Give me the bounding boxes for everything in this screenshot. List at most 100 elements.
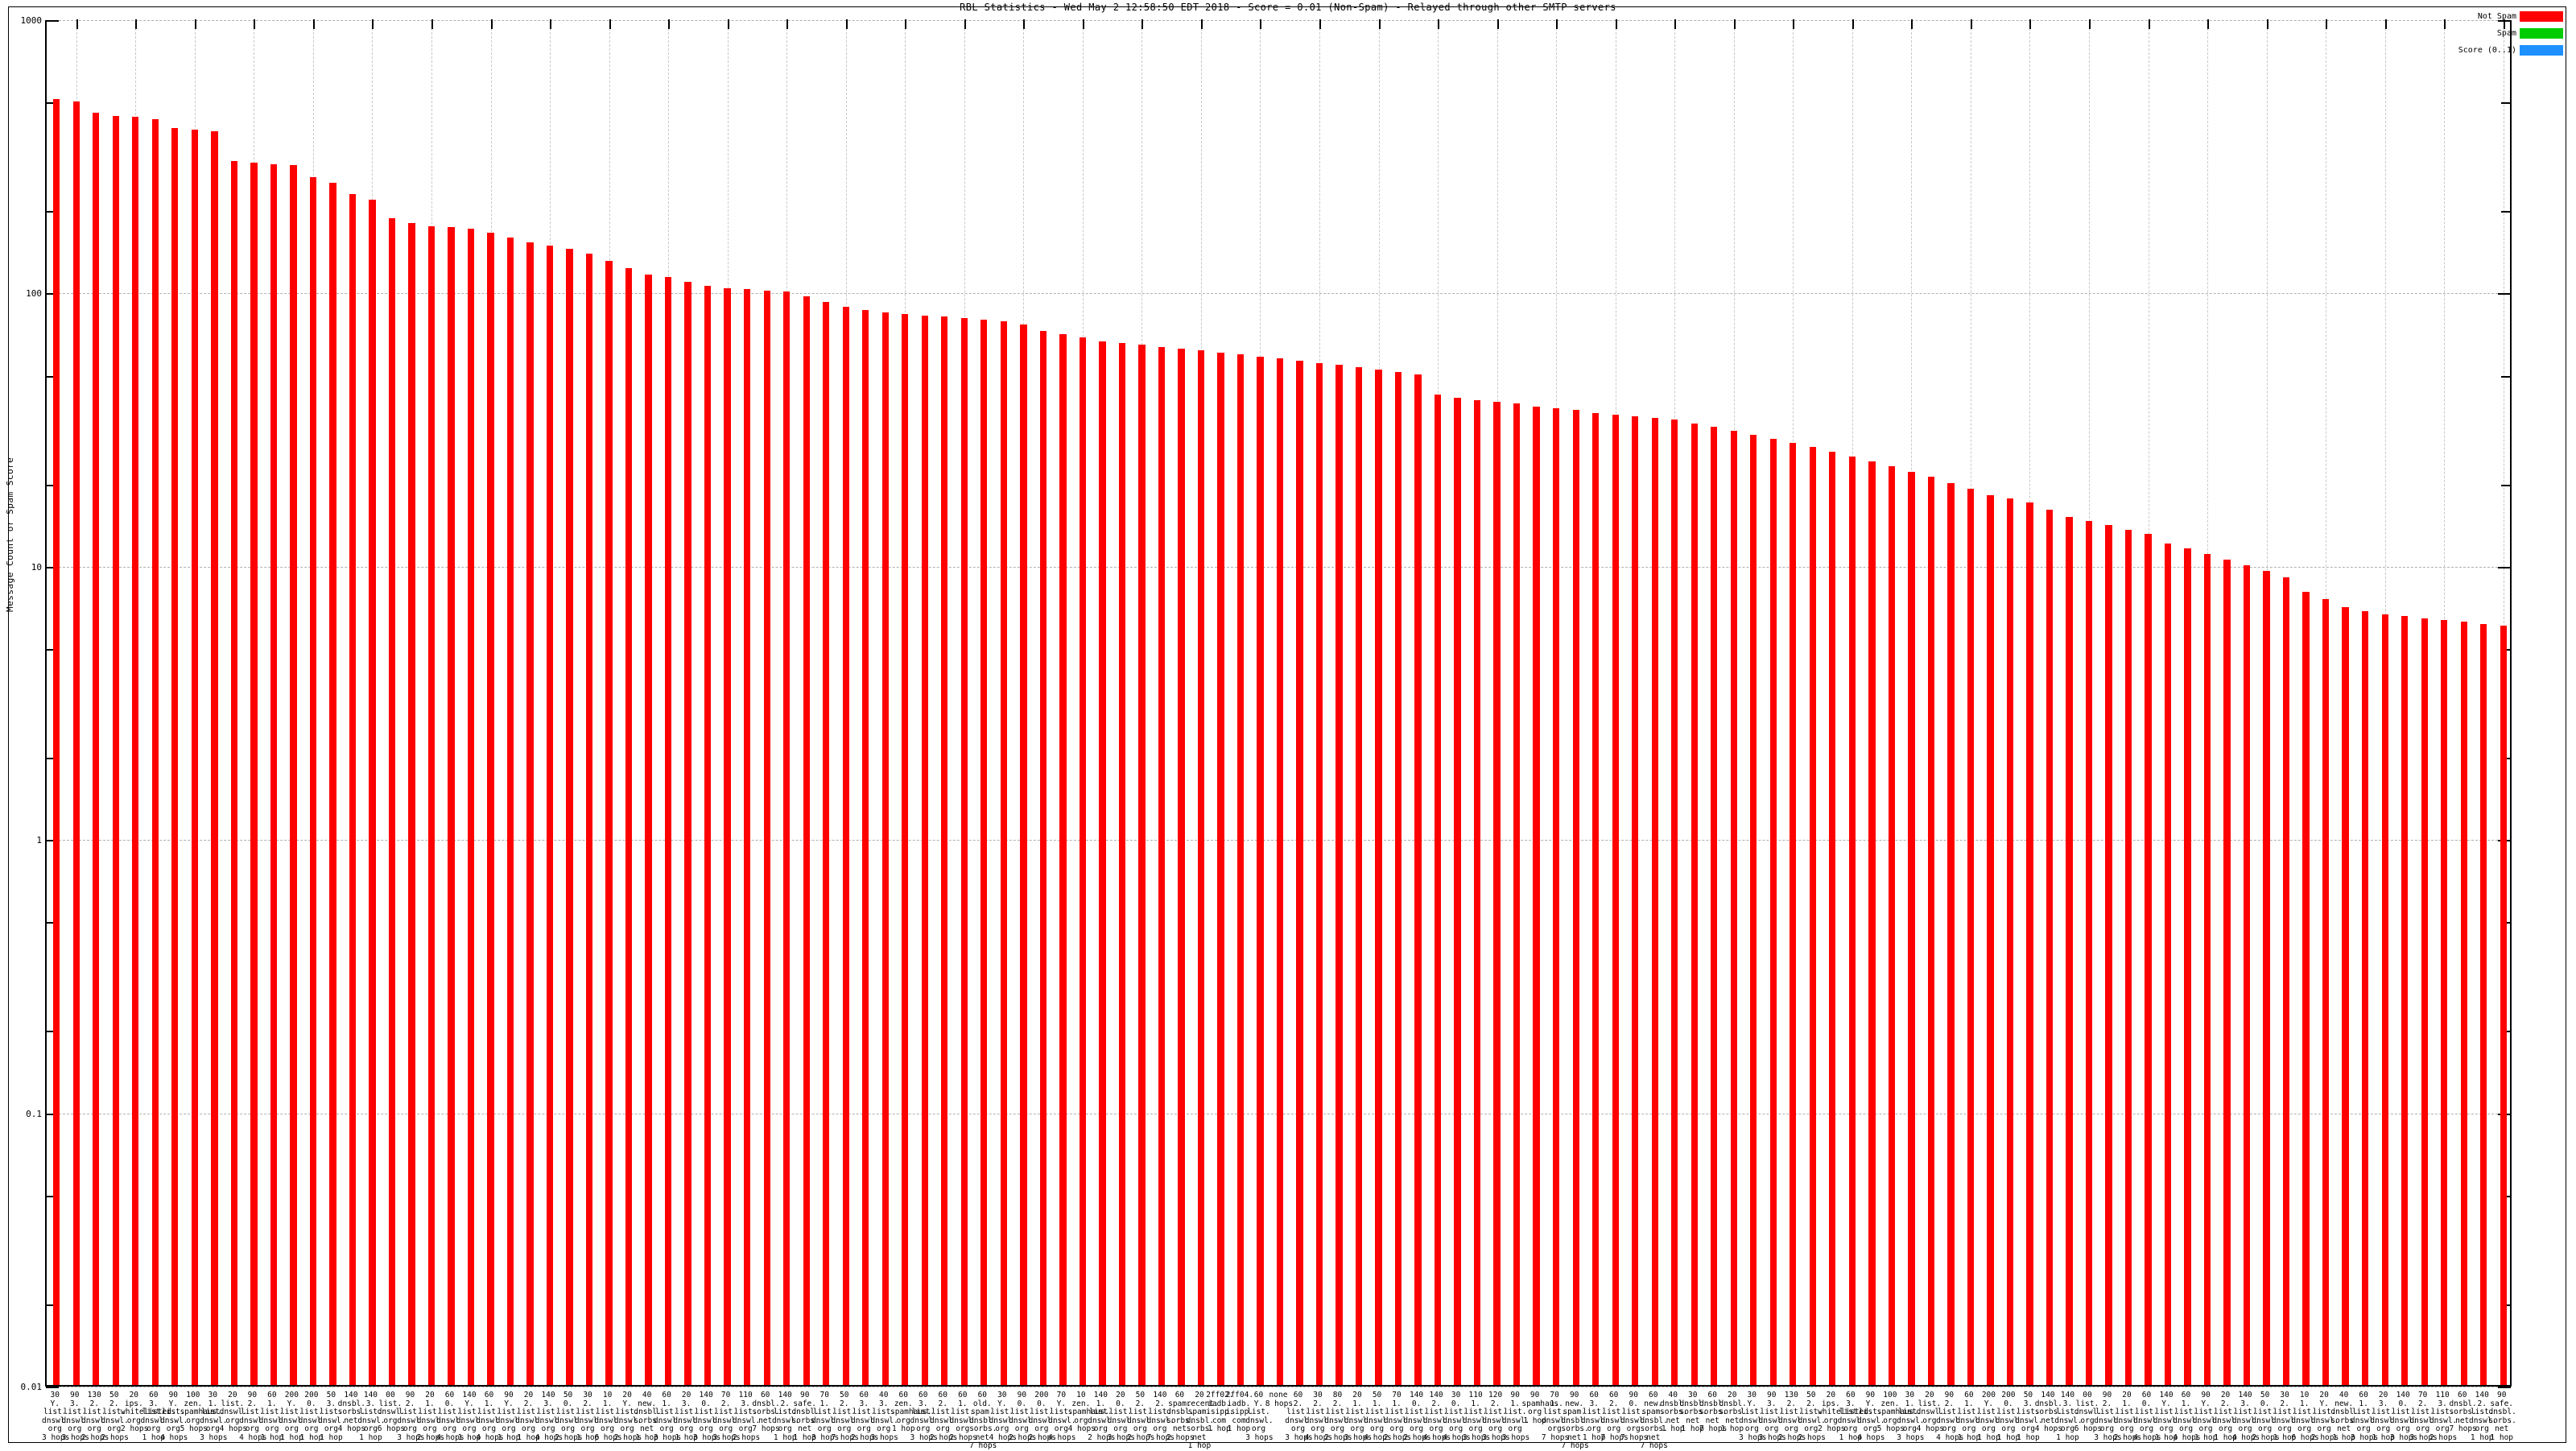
x-tick-label: 100 zen. spamhaus. org 5 hops bbox=[180, 1391, 222, 1433]
bar bbox=[2441, 619, 2448, 1385]
bar bbox=[1079, 337, 1087, 1385]
x-tick-label: 20 1. list. dnswl. org 2 hops bbox=[2113, 1391, 2142, 1442]
bar bbox=[902, 313, 909, 1385]
bar bbox=[1750, 434, 1757, 1385]
bar bbox=[467, 229, 475, 1385]
bar-series-not-spam bbox=[47, 20, 2510, 1385]
x-tick-label: 50 2. list. dnswl. org 2 hops bbox=[1127, 1391, 1155, 1442]
legend-item-not-spam: Not Spam bbox=[2421, 10, 2563, 23]
x-tick-label: 90 2. list. dnswl. org 4 hops bbox=[239, 1391, 267, 1442]
bar bbox=[1533, 407, 1540, 1385]
bar bbox=[2322, 599, 2330, 1385]
x-tick-label: 60 dnsbl. sorbs. net 7 hops bbox=[2449, 1391, 2477, 1433]
bar bbox=[93, 113, 100, 1385]
bar bbox=[2282, 577, 2290, 1385]
legend: Not Spam Spam Score (0..1) bbox=[2421, 10, 2563, 60]
bar bbox=[1690, 423, 1698, 1385]
x-tick-label: 60 3. list. dnswl. org 1 hop bbox=[140, 1391, 168, 1442]
bar bbox=[1493, 402, 1501, 1385]
x-tick-label: 60 1. list. dnswl. org 1 hop bbox=[1955, 1391, 1984, 1442]
bar bbox=[1178, 348, 1185, 1385]
x-tick-label: 60 3. list. dnswl. org 3 hops bbox=[910, 1391, 938, 1442]
bar bbox=[546, 245, 554, 1385]
x-tick-label: 20 0. list. dnswl. org 3 hops bbox=[1107, 1391, 1135, 1442]
x-tick-label: 60 0. list. dnswl. org 4 hops bbox=[436, 1391, 464, 1442]
x-tick-label: 20 Y. list. dnswl. org 2 hops bbox=[613, 1391, 642, 1442]
x-tick-label: 90 Y. list. dnswl. org 4 hops bbox=[160, 1391, 188, 1442]
x-tick-label: 80 2. list. dnswl. org 2 hops bbox=[1324, 1391, 1352, 1442]
x-tick-label: 20 Y. list. dnswl. org 2 hops bbox=[2310, 1391, 2339, 1442]
legend-item-score: Score (0..1) bbox=[2421, 43, 2563, 56]
bar bbox=[585, 253, 593, 1385]
bar bbox=[1335, 365, 1343, 1385]
x-tick-label: 90 Y. list. dnswl. org 4 hops bbox=[1857, 1391, 1885, 1442]
x-tick-label: 200 0. list. dnswl. org 1 hop bbox=[298, 1391, 326, 1442]
bar bbox=[823, 301, 830, 1385]
x-tick-label: 60 1. list. dnswl. org 3 hops bbox=[653, 1391, 682, 1442]
bar bbox=[1671, 420, 1678, 1385]
bar bbox=[112, 115, 119, 1385]
x-tick-label: 100 zen. spamhaus. org 5 hops bbox=[1876, 1391, 1919, 1433]
bar bbox=[290, 165, 297, 1385]
x-tick-label: 70 2. list. dnswl. org 3 hops bbox=[2409, 1391, 2438, 1442]
bar bbox=[309, 177, 317, 1385]
bar bbox=[1769, 438, 1777, 1385]
x-tick-label: 50 0. list. dnswl. org 2 hops bbox=[2252, 1391, 2280, 1442]
bar bbox=[1908, 471, 1915, 1385]
bar bbox=[1355, 366, 1363, 1385]
bar bbox=[704, 286, 712, 1385]
bar bbox=[1553, 407, 1560, 1385]
x-tick-label: 20 1. list. dnswl. org 3 hops bbox=[1344, 1391, 1373, 1442]
x-tick-label: 110 3. list. dnswl. org 2 hops bbox=[2429, 1391, 2458, 1442]
bar bbox=[2480, 623, 2487, 1385]
x-tick-label: 130 2. list. dnswl. org 2 hops bbox=[1778, 1391, 1806, 1442]
bar bbox=[2066, 517, 2073, 1385]
bar bbox=[427, 225, 436, 1385]
x-tick-label: 90 Y. list. dnswl. org 1 hop bbox=[2192, 1391, 2221, 1442]
bar bbox=[645, 274, 652, 1385]
bar bbox=[1711, 427, 1718, 1385]
x-tick-label: 20 recent. spam. dnsbl. sorbs. net 1 hop bbox=[1186, 1391, 1219, 1450]
bar bbox=[724, 288, 731, 1385]
x-tick-label: 90 safe. dnsbl. sorbs. net 1 hop bbox=[2488, 1391, 2516, 1442]
x-tick-label: 140 0. list. dnswl. org 3 hops bbox=[2389, 1391, 2418, 1442]
bar bbox=[2105, 525, 2112, 1385]
x-tick-label: 90 0. list. dnswl. org 2 hops bbox=[1009, 1391, 1037, 1442]
bar bbox=[211, 130, 218, 1385]
legend-item-spam: Spam bbox=[2421, 27, 2563, 39]
bar bbox=[506, 237, 514, 1385]
bar bbox=[744, 289, 751, 1385]
bar bbox=[2124, 529, 2132, 1385]
bar bbox=[2184, 548, 2191, 1385]
bar bbox=[1473, 400, 1481, 1385]
bar bbox=[526, 242, 534, 1385]
bar bbox=[2263, 571, 2270, 1385]
y-tick-label: 0.01 bbox=[20, 1382, 43, 1392]
x-tick-label: 60 2. list. dnswl. org 3 hops bbox=[1285, 1391, 1313, 1442]
bar bbox=[388, 217, 396, 1385]
chart-title: RBL Statistics - Wed May 2 12:58:50 EDT … bbox=[960, 2, 1616, 13]
x-tick-label: 120 2. list. dnswl. org 3 hops bbox=[1482, 1391, 1510, 1442]
x-tick-label: 140 Y. list. dnswl. org 1 hop bbox=[2153, 1391, 2182, 1442]
x-tick-label: 200 0. list. dnswl. org 2 hops bbox=[1028, 1391, 1056, 1442]
bar bbox=[2361, 610, 2369, 1385]
x-tick-label: 200 0. list. dnswl. org 1 hop bbox=[1995, 1391, 2024, 1442]
bar bbox=[230, 161, 238, 1385]
bar bbox=[921, 315, 928, 1385]
bar bbox=[1257, 356, 1264, 1385]
bar bbox=[369, 199, 376, 1385]
bar bbox=[2223, 559, 2231, 1385]
x-tick-label: 50 1. list. dnswl. org 4 hops bbox=[1364, 1391, 1392, 1442]
x-tick-label: 50 0. list. dnswl. org 2 hops bbox=[555, 1391, 583, 1442]
x-tick-label: 70 1. list. dnswl. org 2 hops bbox=[1383, 1391, 1412, 1442]
bar bbox=[1868, 461, 1876, 1385]
x-axis-tick-labels: 30 Y. list. dnswl. org 3 hops 90 3. list.… bbox=[42, 1390, 2516, 1450]
bar bbox=[2401, 616, 2409, 1385]
legend-label-spam: Spam bbox=[2496, 28, 2516, 38]
bar bbox=[1020, 324, 1027, 1385]
bar bbox=[1967, 489, 1975, 1385]
x-tick-label: 50 2. list. dnswl. org 2 hops bbox=[101, 1391, 129, 1442]
bar bbox=[487, 233, 494, 1385]
x-tick-label: 60 2. list. dnswl. org 2 hops bbox=[930, 1391, 958, 1442]
x-tick-label: 60 3. list. dnswl. org 1 hop bbox=[1580, 1391, 1609, 1442]
